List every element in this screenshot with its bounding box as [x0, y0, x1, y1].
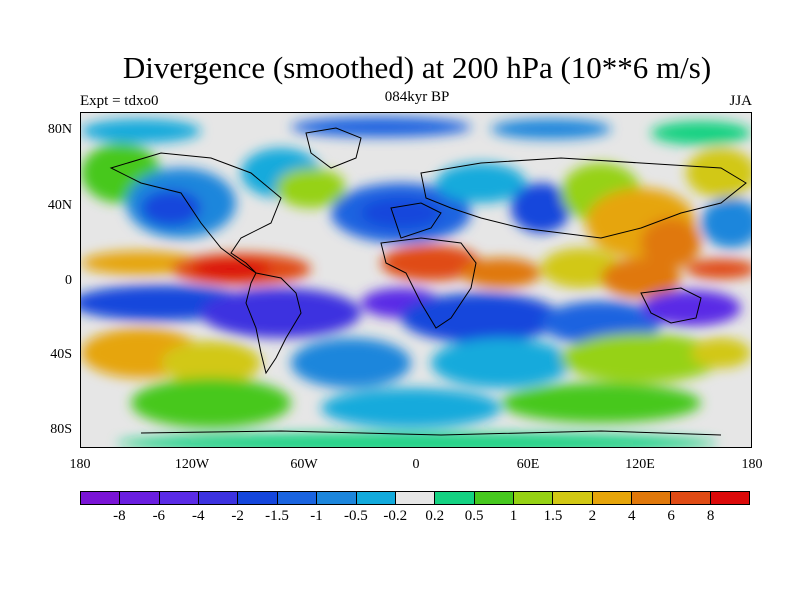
colorbar-swatch [159, 492, 200, 504]
experiment-label: Expt = tdxo0 [80, 93, 159, 109]
colorbar-swatch [277, 492, 318, 504]
map-title: Divergence (smoothed) at 200 hPa (10**6 … [122, 50, 712, 85]
colorbar-tick-label: 6 [667, 508, 675, 524]
colorbar-tick-label: -2 [231, 508, 244, 524]
colorbar-swatch [592, 492, 633, 504]
lon-tick-label: 120E [625, 457, 655, 472]
colorbar-swatch [435, 492, 475, 504]
season-label: JJA [729, 93, 752, 109]
colorbar-tick-label: -4 [191, 508, 205, 524]
lat-tick-label: 40N [47, 198, 72, 213]
lat-tick-label: 40S [50, 347, 72, 362]
colorbar-swatch [356, 492, 396, 504]
coastlines [109, 127, 747, 436]
colorbar-swatch [317, 492, 357, 504]
colorbar-swatch [474, 492, 514, 504]
colorbar-tick-label: 4 [628, 508, 636, 524]
colorbar [80, 491, 750, 505]
colorbar-tick-label: 1.5 [543, 508, 563, 524]
colorbar-tick-label: 8 [706, 508, 715, 524]
colorbar-tick-label: 0.2 [425, 508, 445, 524]
colorbar-swatch [81, 492, 121, 504]
lat-tick-label: 80N [47, 122, 72, 137]
colorbar-swatch [395, 492, 436, 504]
lon-tick-label: 0 [412, 457, 420, 472]
colorbar-swatch [513, 492, 554, 504]
colorbar-tick-label: -0.5 [344, 508, 368, 524]
lat-tick-label: 0 [65, 273, 72, 288]
lon-tick-label: 60E [516, 457, 540, 472]
lat-tick-label: 80S [50, 422, 72, 437]
colorbar-tick-label: -8 [113, 508, 126, 524]
colorbar-swatch [632, 492, 672, 504]
map-subtitle: 084kyr BP [384, 89, 450, 105]
colorbar-swatch [671, 492, 711, 504]
lon-tick-label: 120W [174, 457, 210, 472]
colorbar-swatch [199, 492, 239, 504]
colorbar-swatch [553, 492, 593, 504]
colorbar-tick-label: -6 [152, 508, 166, 524]
lon-tick-label: 180 [69, 457, 91, 472]
lon-tick-label: 60W [290, 457, 318, 472]
colorbar-tick-label: 0.5 [464, 508, 484, 524]
lon-tick-label: 180 [741, 457, 763, 472]
colorbar-tick-label: 1 [509, 508, 518, 524]
colorbar-tick-label: -0.2 [383, 508, 408, 524]
colorbar-swatch [238, 492, 278, 504]
colorbar-tick-label: 2 [588, 508, 597, 524]
colorbar-tick-label: -1 [310, 508, 323, 524]
colorbar-swatch [710, 492, 750, 504]
colorbar-tick-label: -1.5 [265, 508, 289, 524]
map-plot-area [81, 113, 751, 447]
colorbar-swatch [120, 492, 160, 504]
divergence-map [80, 112, 752, 448]
